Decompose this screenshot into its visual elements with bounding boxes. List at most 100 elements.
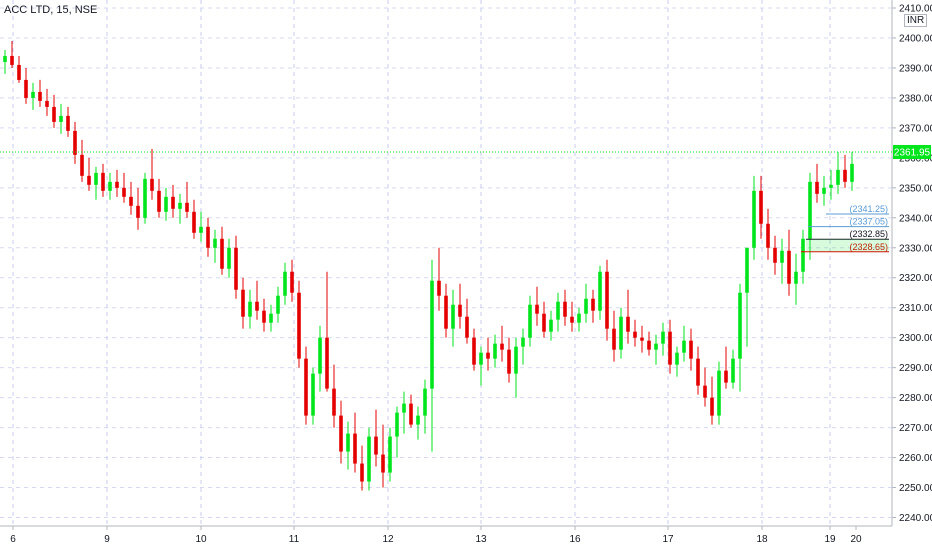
y-tick-label: 2290.00 — [899, 363, 932, 374]
candle-body — [430, 280, 434, 389]
x-tick-label: 16 — [569, 534, 581, 545]
candle-body — [374, 436, 378, 455]
candle-body — [185, 202, 189, 212]
candle-body — [822, 187, 826, 194]
candle-body — [269, 313, 273, 323]
candle-body — [381, 454, 385, 473]
candle-body — [542, 313, 546, 332]
candle-body — [640, 337, 644, 341]
y-tick-label: 2280.00 — [899, 393, 932, 404]
y-tick-label: 2340.00 — [899, 213, 932, 224]
candle-body — [353, 433, 357, 464]
y-tick-label: 2310.00 — [899, 303, 932, 314]
candle-body — [395, 412, 399, 437]
candle-body — [199, 226, 203, 233]
level-label: (2337.05) — [849, 217, 888, 227]
candle-body — [605, 271, 609, 329]
candle-body — [325, 337, 329, 389]
candle-body — [465, 316, 469, 338]
y-tick-label: 2240.00 — [899, 513, 932, 524]
candle-body — [416, 415, 420, 425]
candle-body — [815, 181, 819, 194]
candle-body — [241, 289, 245, 317]
candle-body — [724, 370, 728, 383]
candle-body — [318, 337, 322, 374]
level-label: (2332.85) — [849, 229, 888, 239]
candle-body — [486, 352, 490, 359]
x-tick-label: 17 — [662, 534, 674, 545]
candle-body — [850, 163, 854, 182]
currency-badge[interactable]: INR — [904, 14, 928, 27]
y-tick-label: 2300.00 — [899, 333, 932, 344]
candle-body — [115, 181, 119, 188]
candle-body — [66, 115, 70, 131]
last-price-badge[interactable] — [893, 145, 931, 160]
candle-body — [206, 226, 210, 248]
candle-body — [612, 328, 616, 350]
candle-body — [836, 169, 840, 185]
x-tick-label: 10 — [195, 534, 207, 545]
candle-body — [801, 238, 805, 272]
level-label: (2341.25) — [849, 204, 888, 214]
candle-body — [346, 433, 350, 452]
candle-body — [129, 196, 133, 206]
candle-body — [780, 250, 784, 263]
candle-body — [283, 271, 287, 296]
x-tick-label: 18 — [756, 534, 768, 545]
candle-body — [339, 415, 343, 452]
y-tick-label: 2270.00 — [899, 423, 932, 434]
y-tick-label: 2400.00 — [899, 33, 932, 44]
candle-body — [122, 187, 126, 197]
candle-body — [661, 331, 665, 344]
candle-body — [689, 340, 693, 359]
candle-body — [829, 184, 833, 188]
candle-body — [766, 223, 770, 248]
candle-body — [633, 331, 637, 338]
candle-body — [759, 190, 763, 224]
candle-body — [444, 295, 448, 329]
candle-body — [164, 196, 168, 212]
candle-body — [493, 343, 497, 359]
candle-body — [717, 370, 721, 416]
candle-body — [794, 271, 798, 284]
candle-body — [535, 304, 539, 314]
candle-body — [675, 352, 679, 365]
candle-body — [10, 55, 14, 65]
candle-body — [682, 340, 686, 353]
candle-body — [619, 316, 623, 350]
candle-body — [192, 211, 196, 233]
candle-body — [556, 301, 560, 320]
candle-body — [255, 301, 259, 311]
y-tick-label: 2320.00 — [899, 273, 932, 284]
candle-body — [472, 337, 476, 365]
y-tick-label: 2260.00 — [899, 453, 932, 464]
y-tick-label: 2380.00 — [899, 93, 932, 104]
candle-body — [598, 271, 602, 311]
candle-body — [73, 130, 77, 155]
candle-body — [108, 181, 112, 191]
candle-body — [332, 388, 336, 416]
candle-body — [563, 301, 567, 317]
candle-body — [360, 463, 364, 482]
candle-body — [3, 55, 7, 62]
x-tick-label: 13 — [475, 534, 487, 545]
candle-body — [479, 352, 483, 365]
x-tick-label: 6 — [10, 534, 16, 545]
candle-body — [423, 388, 427, 416]
candle-body — [402, 403, 406, 413]
candle-body — [451, 304, 455, 329]
candle-body — [647, 340, 651, 350]
candle-body — [591, 298, 595, 311]
y-tick-label: 2330.00 — [899, 243, 932, 254]
candle-body — [227, 247, 231, 269]
candle-body — [311, 373, 315, 416]
candle-body — [626, 316, 630, 332]
candle-body — [388, 436, 392, 473]
candle-body — [304, 358, 308, 416]
candle-body — [136, 205, 140, 218]
candle-body — [752, 190, 756, 248]
candle-body — [731, 358, 735, 383]
candle-body — [843, 169, 847, 182]
candle-body — [24, 79, 28, 98]
